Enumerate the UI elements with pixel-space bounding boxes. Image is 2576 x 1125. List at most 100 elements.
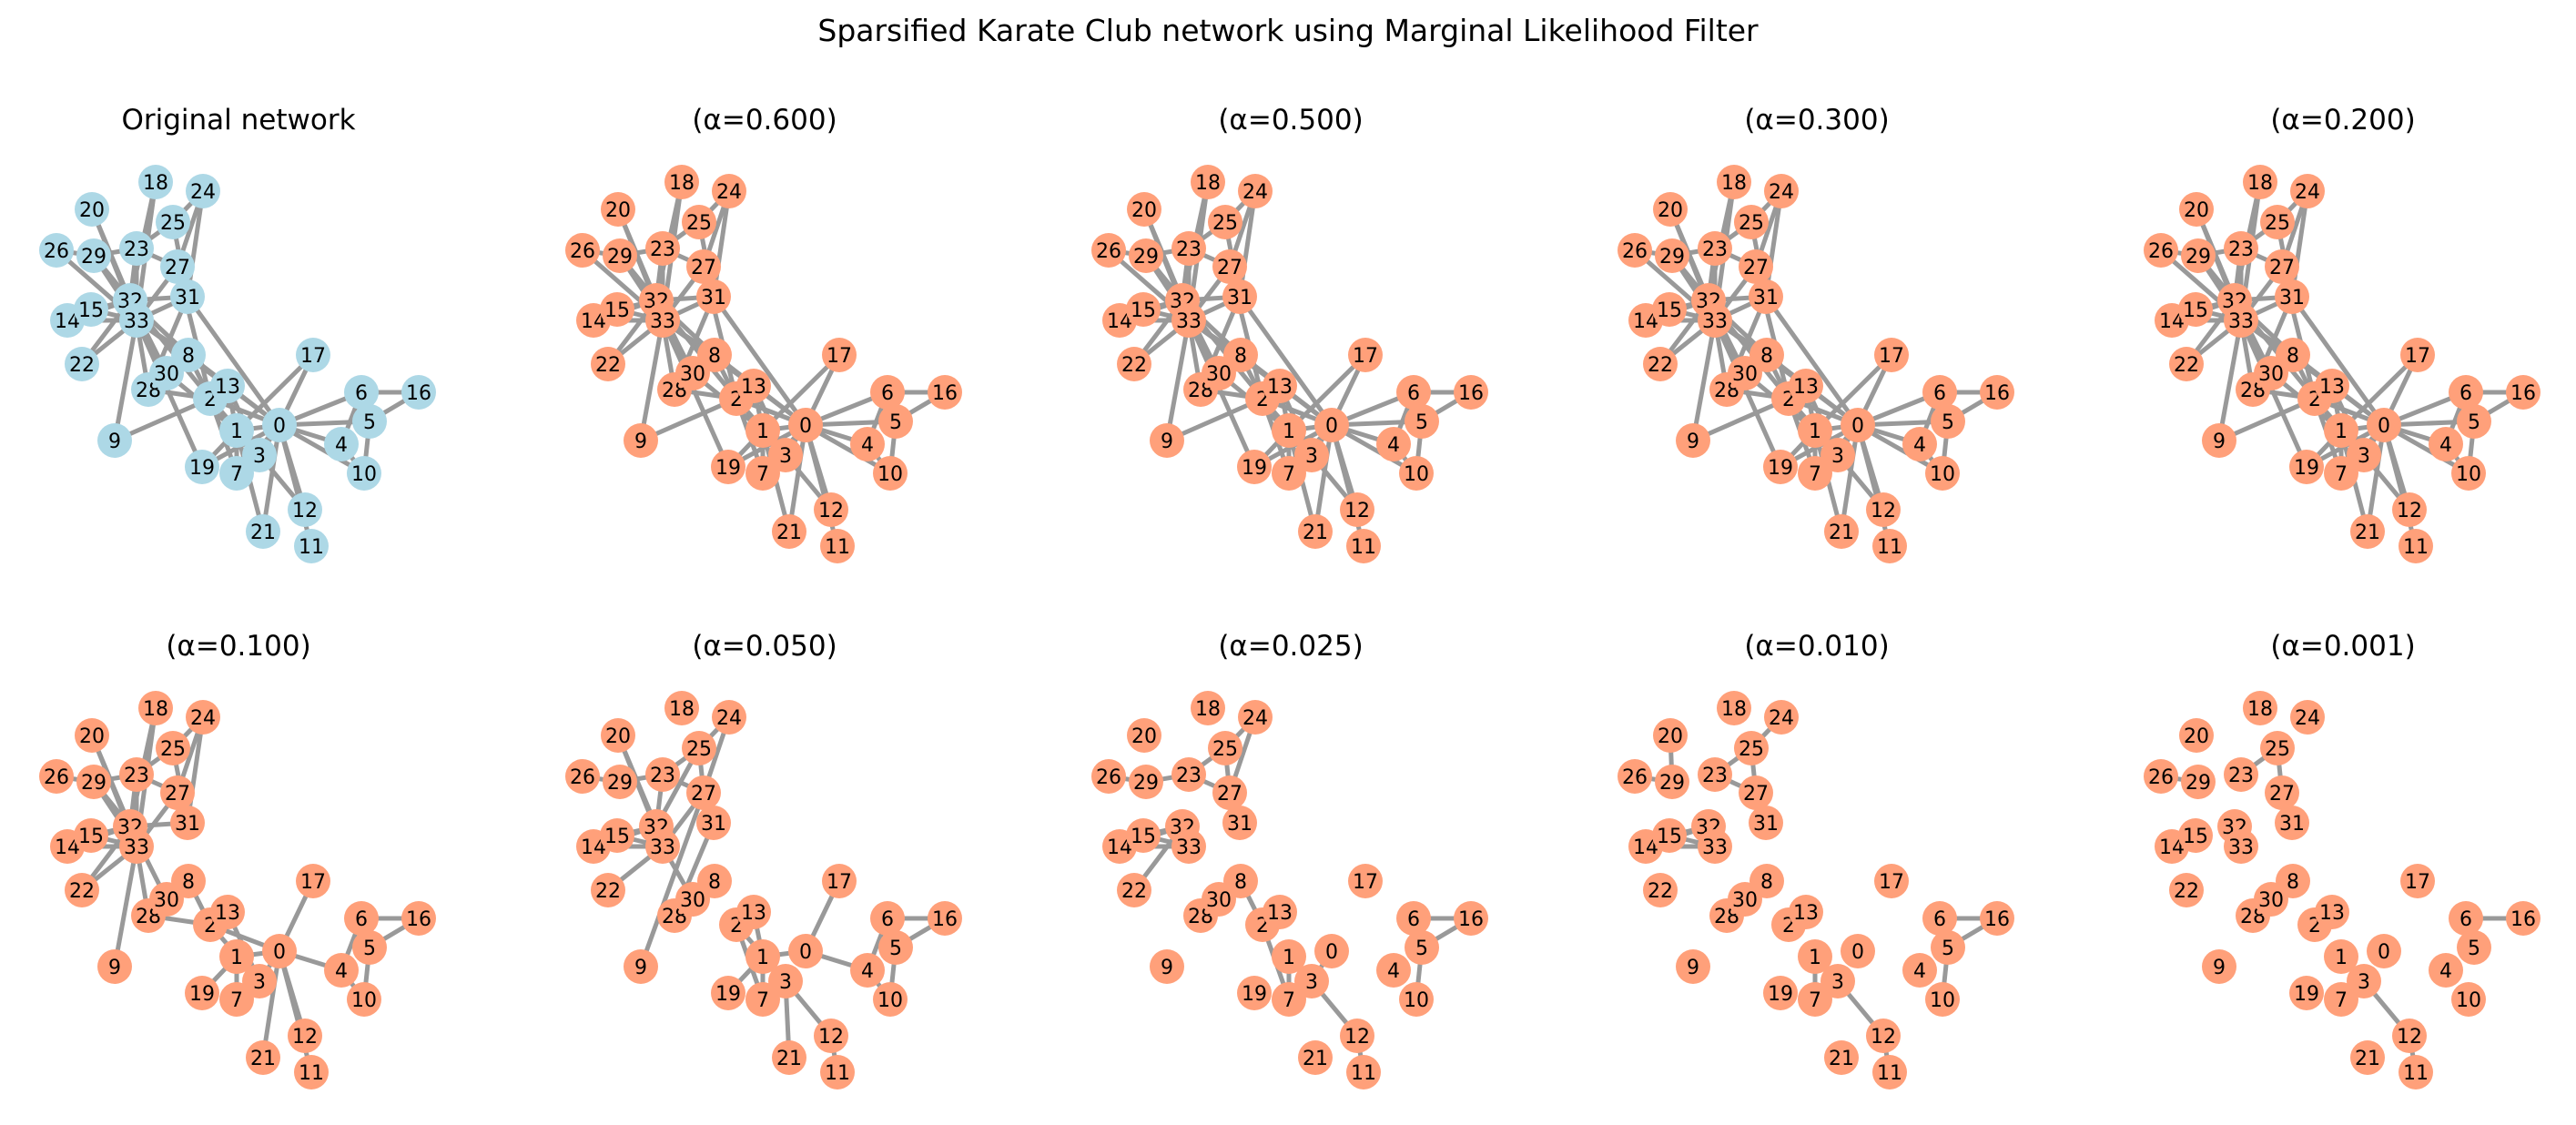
node <box>603 238 637 273</box>
node <box>1902 953 1937 988</box>
node <box>1150 949 1184 984</box>
node-label: 20 <box>2184 199 2209 222</box>
node <box>352 930 387 965</box>
node <box>2179 718 2214 753</box>
node <box>2202 423 2236 458</box>
node <box>1698 829 1732 864</box>
node-label: 17 <box>1879 345 1904 368</box>
edge <box>711 190 732 298</box>
node-label: 12 <box>1871 500 1896 522</box>
node <box>1202 356 1236 390</box>
node <box>1866 492 1901 527</box>
node <box>1171 231 1206 266</box>
node <box>119 303 154 338</box>
node <box>928 375 962 410</box>
node <box>1126 818 1161 853</box>
node-label: 24 <box>2295 181 2320 204</box>
node <box>603 765 637 799</box>
panel-title: (α=0.010) <box>1744 630 1889 663</box>
node <box>1655 765 1689 799</box>
node <box>2254 356 2288 390</box>
node-label: 3 <box>1305 445 1318 468</box>
node-label: 6 <box>355 908 368 931</box>
node-label: 18 <box>1721 172 1747 195</box>
node <box>2144 233 2178 268</box>
node <box>696 806 731 840</box>
panel-title: (α=0.050) <box>692 630 837 663</box>
node <box>1191 691 1225 725</box>
node <box>1208 205 1242 239</box>
edge <box>2238 319 2309 469</box>
node-label: 30 <box>154 363 179 386</box>
node <box>1931 404 1965 439</box>
node-label: 7 <box>2335 463 2348 486</box>
node <box>1717 691 1751 725</box>
node <box>1222 806 1257 840</box>
node <box>2367 934 2401 968</box>
node-label: 1 <box>230 421 243 443</box>
node-label: 16 <box>1984 908 2010 931</box>
panel-title: (α=0.025) <box>1218 630 1363 663</box>
node-label: 29 <box>1659 772 1685 795</box>
node-label: 10 <box>1404 463 1429 486</box>
node <box>97 949 132 984</box>
node-label: 9 <box>108 957 121 979</box>
node <box>2254 882 2288 917</box>
node <box>76 765 111 799</box>
node <box>1272 939 1306 974</box>
node <box>2315 895 2349 929</box>
node-label: 11 <box>1351 536 1376 559</box>
node <box>1841 934 1875 968</box>
node-label: 9 <box>2213 431 2226 453</box>
node-label: 23 <box>124 765 149 787</box>
node <box>324 953 359 988</box>
node <box>1652 818 1687 853</box>
node <box>149 882 184 917</box>
node <box>645 829 680 864</box>
node <box>645 757 680 792</box>
node <box>1925 456 1960 491</box>
node-label: 16 <box>2510 908 2536 931</box>
node <box>2399 529 2433 563</box>
node-label: 17 <box>300 345 326 368</box>
node-label: 5 <box>363 411 376 434</box>
node-label: 23 <box>1702 765 1728 787</box>
node-label: 19 <box>189 457 215 480</box>
node <box>2178 818 2213 853</box>
node <box>219 939 254 974</box>
node <box>565 759 600 794</box>
node <box>1127 718 1161 753</box>
node-label: 11 <box>1877 1062 1902 1085</box>
node <box>2144 759 2178 794</box>
node-label: 3 <box>1305 971 1318 994</box>
node <box>2290 700 2325 735</box>
node-label: 31 <box>1227 287 1253 309</box>
node-label: 30 <box>1732 889 1758 912</box>
node-label: 21 <box>250 1048 276 1070</box>
node <box>1618 233 1652 268</box>
node-label: 15 <box>1131 299 1156 322</box>
node-label: 20 <box>605 725 631 748</box>
node-label: 24 <box>1242 707 1268 730</box>
node <box>788 408 823 442</box>
node <box>219 982 254 1017</box>
node <box>352 404 387 439</box>
node-label: 8 <box>708 345 721 368</box>
node-label: 18 <box>143 698 168 721</box>
node <box>1925 982 1960 1017</box>
node-label: 20 <box>1131 725 1157 748</box>
node <box>1376 953 1411 988</box>
node-label: 27 <box>691 783 716 806</box>
node <box>878 404 913 439</box>
node <box>711 450 745 484</box>
node-label: 0 <box>1325 941 1338 964</box>
node <box>1238 700 1273 735</box>
node-label: 33 <box>124 836 149 859</box>
panel-title: (α=0.600) <box>692 104 837 137</box>
node <box>1454 375 1488 410</box>
node-label: 1 <box>756 421 769 443</box>
node <box>1396 375 1431 410</box>
node <box>870 901 905 936</box>
node <box>1454 901 1488 936</box>
